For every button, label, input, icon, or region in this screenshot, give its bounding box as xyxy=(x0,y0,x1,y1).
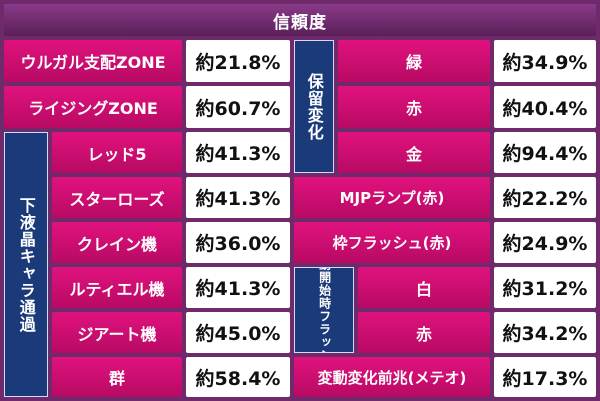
label-rising-zone: ライジングZONE xyxy=(4,86,182,128)
label-crane: クレイン機 xyxy=(52,222,182,263)
value-meteor-omen: 約17.3% xyxy=(494,357,596,397)
label-rutiel: ルティエル機 xyxy=(52,267,182,308)
value-rising-zone: 約60.7% xyxy=(186,86,290,128)
label-meteor-omen: 変動変化前兆(メテオ) xyxy=(294,357,490,397)
label-star-rose: スターローズ xyxy=(52,177,182,218)
value-flash-red: 約34.2% xyxy=(494,312,596,353)
label-jiart: ジアート機 xyxy=(52,312,182,353)
label-hold-green: 緑 xyxy=(338,40,490,82)
value-jiart: 約45.0% xyxy=(186,312,290,353)
value-rutiel: 約41.3% xyxy=(186,267,290,308)
label-hold-red: 赤 xyxy=(338,86,490,128)
label-hold-gold: 金 xyxy=(338,132,490,173)
table-title: 信頼度 xyxy=(4,4,596,36)
value-urugal-zone: 約21.8% xyxy=(186,40,290,82)
value-mjp-lamp: 約22.2% xyxy=(494,177,596,218)
label-mjp-lamp: MJPランプ(赤) xyxy=(294,177,490,218)
label-frame-flash: 枠フラッシュ(赤) xyxy=(294,222,490,263)
group-lcd-character-label: 下液晶キャラ通過 xyxy=(16,196,36,333)
value-flash-white: 約31.2% xyxy=(494,267,596,308)
group-hold-change-label: 保留変化 xyxy=(304,72,324,141)
value-red5: 約41.3% xyxy=(186,132,290,173)
value-crane: 約36.0% xyxy=(186,222,290,263)
group-start-flash: 変動開始時フラッシュ xyxy=(294,267,354,353)
value-swarm: 約58.4% xyxy=(186,357,290,397)
label-flash-white: 白 xyxy=(358,267,490,308)
label-flash-red: 赤 xyxy=(358,312,490,353)
value-hold-green: 約34.9% xyxy=(494,40,596,82)
value-star-rose: 約41.3% xyxy=(186,177,290,218)
label-urugal-zone: ウルガル支配ZONE xyxy=(4,40,182,82)
value-hold-red: 約40.4% xyxy=(494,86,596,128)
label-swarm: 群 xyxy=(52,357,182,397)
group-lcd-character: 下液晶キャラ通過 xyxy=(4,132,48,397)
group-start-flash-label: 変動開始時フラッシュ xyxy=(317,267,332,353)
value-hold-gold: 約94.4% xyxy=(494,132,596,173)
group-hold-change: 保留変化 xyxy=(294,40,334,173)
label-red5: レッド5 xyxy=(52,132,182,173)
value-frame-flash: 約24.9% xyxy=(494,222,596,263)
